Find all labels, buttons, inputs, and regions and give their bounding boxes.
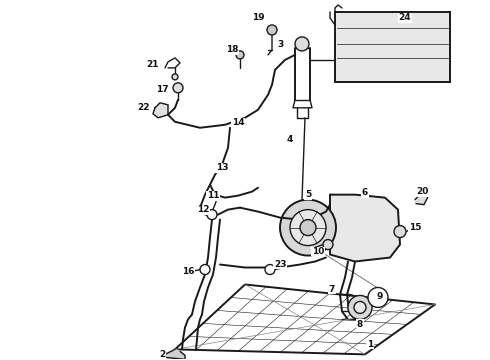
Text: 14: 14 xyxy=(232,118,245,127)
Circle shape xyxy=(280,200,336,256)
Polygon shape xyxy=(415,193,428,204)
Circle shape xyxy=(300,220,316,235)
Text: 21: 21 xyxy=(146,60,158,69)
Text: 16: 16 xyxy=(182,267,194,276)
Text: 3: 3 xyxy=(277,40,283,49)
Text: 12: 12 xyxy=(197,205,209,214)
Text: 8: 8 xyxy=(357,320,363,329)
Text: 11: 11 xyxy=(207,191,219,200)
Text: 18: 18 xyxy=(226,45,238,54)
Text: 23: 23 xyxy=(274,260,286,269)
Circle shape xyxy=(207,210,217,220)
Text: 10: 10 xyxy=(312,247,324,256)
Text: 9: 9 xyxy=(377,292,383,301)
Circle shape xyxy=(236,51,244,59)
Text: 22: 22 xyxy=(137,103,149,112)
Circle shape xyxy=(348,296,372,319)
Circle shape xyxy=(172,74,178,80)
Text: 13: 13 xyxy=(216,163,228,172)
Circle shape xyxy=(200,265,210,275)
Text: 20: 20 xyxy=(416,187,428,196)
Text: 17: 17 xyxy=(156,85,168,94)
Circle shape xyxy=(265,265,275,275)
Polygon shape xyxy=(165,349,185,359)
Circle shape xyxy=(323,239,333,249)
Circle shape xyxy=(267,25,277,35)
Text: 7: 7 xyxy=(329,285,335,294)
Polygon shape xyxy=(330,195,400,261)
Circle shape xyxy=(368,288,388,307)
Polygon shape xyxy=(153,103,168,118)
Circle shape xyxy=(290,210,326,246)
FancyBboxPatch shape xyxy=(335,12,450,82)
Text: 4: 4 xyxy=(287,135,293,144)
Text: 15: 15 xyxy=(409,223,421,232)
Polygon shape xyxy=(175,284,435,354)
Text: 6: 6 xyxy=(362,188,368,197)
Text: 2: 2 xyxy=(159,350,165,359)
Circle shape xyxy=(354,301,366,314)
Text: 5: 5 xyxy=(305,190,311,199)
Circle shape xyxy=(394,226,406,238)
Text: 19: 19 xyxy=(252,13,264,22)
Text: 24: 24 xyxy=(399,13,411,22)
Circle shape xyxy=(173,83,183,93)
Text: 1: 1 xyxy=(367,340,373,349)
Circle shape xyxy=(295,37,309,51)
